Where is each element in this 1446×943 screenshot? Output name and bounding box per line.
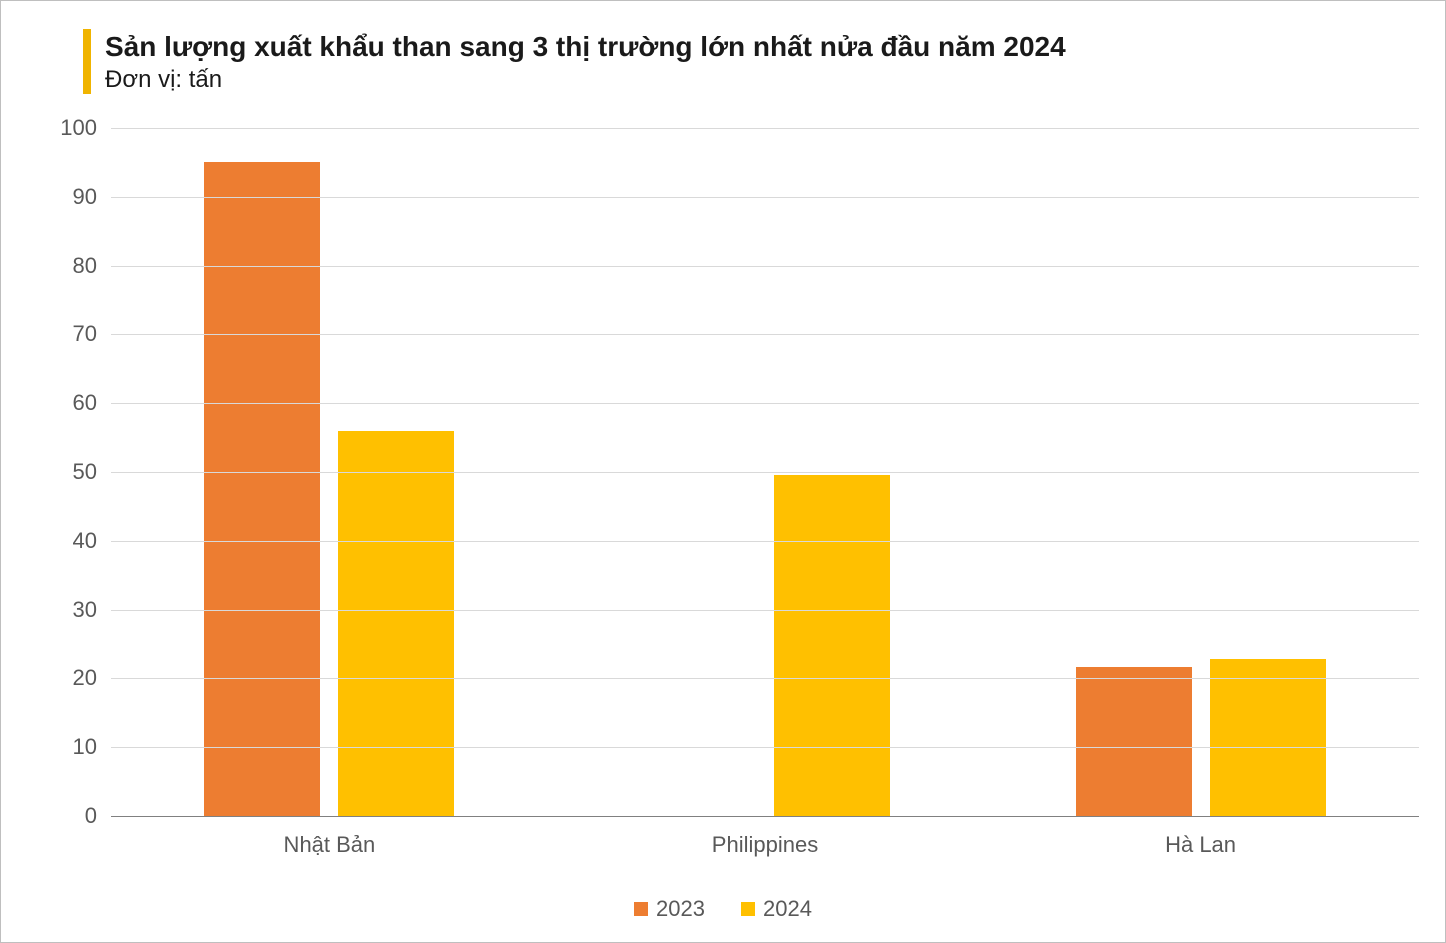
grid-line bbox=[111, 197, 1419, 198]
y-tick-label: 0 bbox=[37, 803, 97, 829]
grid-line bbox=[111, 678, 1419, 679]
bar-2024-1 bbox=[774, 475, 890, 816]
grid-line bbox=[111, 472, 1419, 473]
grid-line bbox=[111, 266, 1419, 267]
bar-2024-2 bbox=[1210, 659, 1326, 816]
bar-2024-0 bbox=[338, 431, 454, 816]
category-label: Philippines bbox=[712, 832, 818, 858]
y-tick-label: 10 bbox=[37, 734, 97, 760]
y-tick-label: 50 bbox=[37, 459, 97, 485]
bar-2023-0 bbox=[204, 162, 320, 816]
y-tick-label: 80 bbox=[37, 253, 97, 279]
grid-line bbox=[111, 403, 1419, 404]
title-accent-bar bbox=[83, 29, 91, 94]
grid-line bbox=[111, 128, 1419, 129]
y-tick-label: 20 bbox=[37, 665, 97, 691]
legend-item-2023: 2023 bbox=[634, 896, 705, 922]
y-tick-label: 30 bbox=[37, 597, 97, 623]
bar-2023-2 bbox=[1076, 667, 1192, 816]
grid-line bbox=[111, 334, 1419, 335]
category-label: Hà Lan bbox=[1165, 832, 1236, 858]
x-axis-line bbox=[111, 816, 1419, 817]
category-label: Nhật Bản bbox=[284, 832, 376, 858]
chart-title: Sản lượng xuất khẩu than sang 3 thị trườ… bbox=[105, 29, 1066, 64]
grid-line bbox=[111, 541, 1419, 542]
title-block: Sản lượng xuất khẩu than sang 3 thị trườ… bbox=[83, 29, 1066, 94]
chart-subtitle: Đơn vị: tấn bbox=[105, 66, 1066, 94]
chart-container: Sản lượng xuất khẩu than sang 3 thị trườ… bbox=[0, 0, 1446, 943]
y-tick-label: 70 bbox=[37, 321, 97, 347]
legend-swatch-2023 bbox=[634, 902, 648, 916]
y-tick-label: 60 bbox=[37, 390, 97, 416]
legend: 2023 2024 bbox=[1, 896, 1445, 922]
legend-swatch-2024 bbox=[741, 902, 755, 916]
grid-line bbox=[111, 747, 1419, 748]
y-tick-label: 100 bbox=[37, 115, 97, 141]
legend-label-2024: 2024 bbox=[763, 896, 812, 922]
legend-item-2024: 2024 bbox=[741, 896, 812, 922]
y-tick-label: 40 bbox=[37, 528, 97, 554]
grid-line bbox=[111, 610, 1419, 611]
title-texts: Sản lượng xuất khẩu than sang 3 thị trườ… bbox=[105, 29, 1066, 94]
y-tick-label: 90 bbox=[37, 184, 97, 210]
legend-label-2023: 2023 bbox=[656, 896, 705, 922]
plot-area bbox=[111, 128, 1419, 816]
